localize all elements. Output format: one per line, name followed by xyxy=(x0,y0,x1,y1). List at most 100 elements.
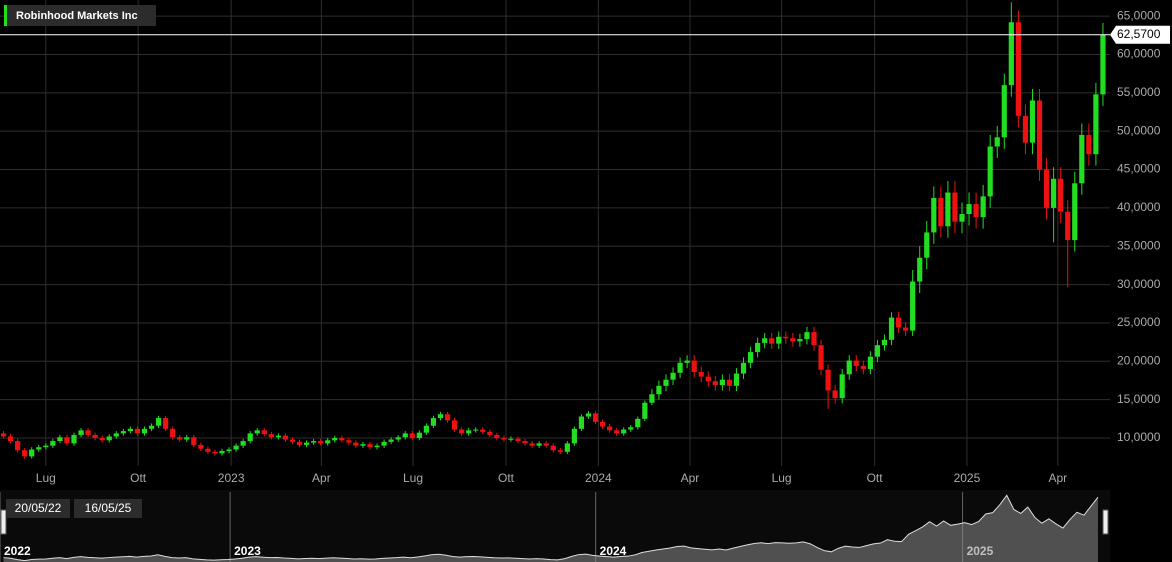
candle-body xyxy=(1065,211,1071,241)
candle-body xyxy=(1086,135,1092,155)
candle-body xyxy=(134,428,141,434)
candle-body xyxy=(536,443,542,446)
candle-body xyxy=(120,431,126,434)
candle-body xyxy=(36,447,42,450)
candle-body xyxy=(487,431,493,435)
candle-body xyxy=(64,437,70,444)
candle-body xyxy=(635,418,641,428)
candle-body xyxy=(980,196,986,218)
candle-body xyxy=(423,425,429,433)
candle-body xyxy=(106,436,112,441)
candle-body xyxy=(71,434,77,444)
candle-body xyxy=(15,441,21,451)
candle-body xyxy=(395,437,401,440)
candle-body xyxy=(811,332,817,346)
candle-body xyxy=(740,362,747,374)
x-tick-label: Apr xyxy=(312,471,331,485)
y-tick-label: 65,0000 xyxy=(1117,8,1161,22)
navigator-handle xyxy=(1102,509,1109,535)
candle-body xyxy=(691,360,697,373)
candle-body xyxy=(712,381,718,386)
candle-body xyxy=(684,360,690,363)
candle-body xyxy=(592,413,599,422)
x-tick-label: Apr xyxy=(1049,471,1068,485)
candle-body xyxy=(1001,85,1007,138)
candle-body xyxy=(1058,178,1064,212)
candle-body xyxy=(177,437,183,440)
plot-area xyxy=(0,0,1110,466)
candle-body xyxy=(437,414,444,419)
candle-body xyxy=(895,317,902,328)
navigator-handle xyxy=(0,509,7,535)
candle-body xyxy=(155,418,162,426)
candle-body xyxy=(515,438,521,442)
candle-body xyxy=(254,430,260,434)
x-tick-label: Ott xyxy=(498,471,515,485)
candle-body xyxy=(480,429,486,432)
candle-body xyxy=(303,442,310,445)
candle-body xyxy=(1008,22,1014,86)
candle-body xyxy=(698,372,704,377)
x-tick-label: Lug xyxy=(36,471,56,485)
candle-body xyxy=(233,445,239,450)
candle-body xyxy=(747,352,754,363)
candle-body xyxy=(85,430,91,435)
candle-body xyxy=(473,429,479,431)
candle-body xyxy=(938,197,944,227)
y-tick-label: 35,0000 xyxy=(1117,238,1161,252)
candle-body xyxy=(360,444,366,446)
candle-body xyxy=(494,434,500,439)
x-tick-label: Apr xyxy=(681,471,700,485)
candle-body xyxy=(430,418,437,426)
candle-body xyxy=(451,420,458,430)
candle-body xyxy=(367,444,373,448)
grid xyxy=(0,0,1110,466)
price-label: 62,5700 xyxy=(1117,27,1161,41)
candle-body xyxy=(832,390,838,399)
candle-body xyxy=(959,214,965,222)
candle-body xyxy=(762,338,768,343)
candle-body xyxy=(240,441,246,446)
candle-body xyxy=(818,345,824,370)
candle-body xyxy=(945,192,951,227)
y-tick-label: 40,0000 xyxy=(1117,200,1161,214)
candle-body xyxy=(311,441,317,443)
candle-body xyxy=(409,433,415,439)
candle-body xyxy=(564,443,570,452)
candle-body xyxy=(839,374,845,399)
candle-body xyxy=(733,373,740,386)
x-tick-label: Ott xyxy=(130,471,147,485)
candle-body xyxy=(0,433,7,437)
candle-body xyxy=(29,449,35,457)
candle-body xyxy=(550,445,556,451)
candle-body xyxy=(571,428,577,444)
candle-body xyxy=(325,440,331,444)
candle-body xyxy=(649,394,655,403)
candle-body xyxy=(268,434,274,438)
y-tick-label: 45,0000 xyxy=(1117,162,1161,176)
candle-body xyxy=(148,425,155,429)
candle-body xyxy=(642,402,648,419)
candle-body xyxy=(860,365,866,369)
candle-body xyxy=(275,435,281,438)
y-tick-label: 25,0000 xyxy=(1117,315,1161,329)
candle-body xyxy=(966,204,972,215)
candle-body xyxy=(296,441,303,445)
candle-body xyxy=(557,450,563,452)
range-end-box xyxy=(74,499,142,518)
legend: Robinhood Markets Inc xyxy=(4,5,156,26)
candle-body xyxy=(888,317,895,340)
candle-body xyxy=(247,433,253,442)
candle-body xyxy=(1043,169,1050,208)
candle-body xyxy=(874,345,881,357)
candles xyxy=(0,2,1110,459)
candle-body xyxy=(50,441,56,446)
candle-body xyxy=(353,442,359,446)
candle-body xyxy=(184,437,190,440)
candle-body xyxy=(585,413,592,417)
navigator-tick-label: 2023 xyxy=(234,544,261,558)
x-tick-label: 2024 xyxy=(585,471,612,485)
candle-body xyxy=(607,426,613,431)
candle-body xyxy=(670,372,676,380)
candle-body xyxy=(881,339,888,346)
